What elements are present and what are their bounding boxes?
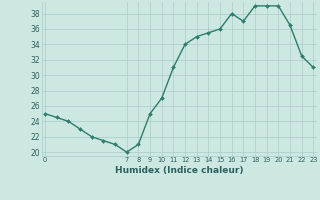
X-axis label: Humidex (Indice chaleur): Humidex (Indice chaleur)	[115, 166, 244, 175]
